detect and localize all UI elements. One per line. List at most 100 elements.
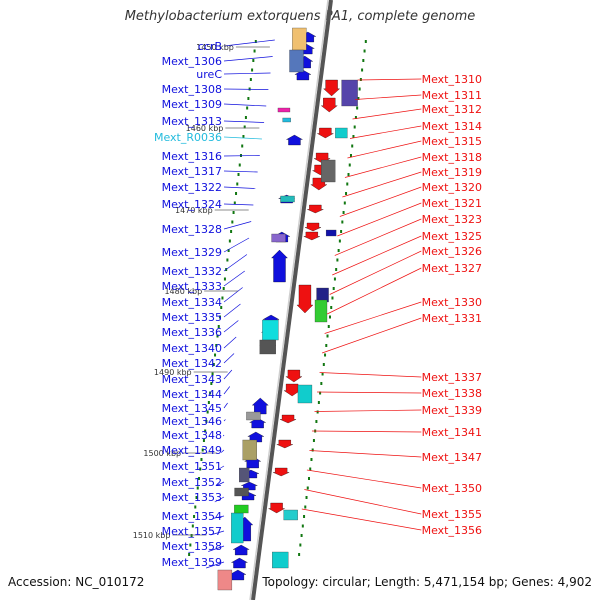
gene-arrow-forward bbox=[294, 69, 312, 81]
accession-label: Accession: NC_010172 bbox=[8, 575, 145, 589]
tick-dot bbox=[305, 496, 308, 499]
gene-block bbox=[234, 504, 249, 514]
gene-label-right: Mext_1320 bbox=[422, 181, 482, 194]
tick-dot bbox=[343, 201, 346, 205]
backbone-line bbox=[251, 0, 333, 600]
tick-dot bbox=[364, 40, 367, 43]
gene-label-right: Mext_1321 bbox=[422, 197, 482, 210]
leader-line-right bbox=[357, 78, 422, 81]
tick-dots bbox=[188, 40, 367, 556]
leader-line-left bbox=[223, 419, 226, 422]
tick-dot bbox=[220, 306, 223, 309]
gene-block bbox=[282, 117, 291, 123]
tick-dot bbox=[299, 543, 302, 547]
leader-line-left bbox=[223, 221, 252, 230]
tick-dot bbox=[226, 258, 229, 262]
leader-line-right bbox=[337, 202, 422, 237]
tick-dot bbox=[312, 439, 315, 442]
gene-label-left: Mext_1335 bbox=[162, 311, 222, 324]
gene-label-right: Mext_1338 bbox=[422, 387, 482, 400]
tick-dot bbox=[217, 325, 220, 328]
tick-dot bbox=[242, 135, 245, 138]
tick-dot bbox=[191, 524, 194, 528]
tick-dot bbox=[215, 344, 218, 347]
gene-label-right: Mext_1350 bbox=[422, 482, 482, 495]
gene-label-right: Mext_1319 bbox=[422, 166, 482, 179]
gene-label-left: Mext_1343 bbox=[162, 373, 222, 386]
leader-line-left bbox=[223, 270, 245, 287]
leader-line-left bbox=[208, 545, 225, 552]
gene-block bbox=[242, 439, 257, 461]
gene-arrow-reverse bbox=[307, 204, 324, 214]
leader-line-left bbox=[223, 402, 228, 409]
gene-label-left: Mext_1317 bbox=[162, 165, 222, 178]
tick-dot bbox=[207, 401, 210, 404]
leader-line-right bbox=[301, 508, 422, 531]
gene-label-left: Mext_1309 bbox=[162, 98, 222, 111]
tick-dot bbox=[244, 116, 247, 119]
tick-dot bbox=[241, 144, 244, 148]
gene-arrow-reverse bbox=[296, 284, 314, 314]
leader-line-left bbox=[220, 449, 225, 453]
leader-line-left bbox=[223, 303, 241, 318]
kbp-ticks: 1450 kbp 1460 kbp 1470 kbp 1480 kbp 1490 kbp… bbox=[133, 43, 270, 540]
tick-dot bbox=[322, 363, 325, 366]
leader-line-right bbox=[352, 108, 422, 120]
leader-line-left bbox=[223, 237, 250, 253]
leader-line-left bbox=[214, 496, 225, 503]
tick-dot bbox=[237, 173, 240, 176]
gene-block bbox=[341, 79, 358, 107]
gene-block bbox=[231, 512, 244, 544]
gene-block bbox=[262, 319, 279, 341]
gene-block bbox=[280, 195, 295, 203]
gene-label-right: Mext_1325 bbox=[422, 230, 482, 243]
tick-dot bbox=[326, 334, 329, 338]
gene-label-left: ureC bbox=[196, 68, 222, 81]
leader-line-right bbox=[321, 317, 422, 354]
tick-dot bbox=[243, 125, 246, 129]
gene-label-left: Mext_1348 bbox=[162, 429, 222, 442]
leader-line-left bbox=[223, 434, 225, 437]
gene-arrow-reverse bbox=[323, 79, 340, 97]
gene-label-left: Mext_1308 bbox=[162, 83, 222, 96]
tick-dot bbox=[216, 334, 219, 338]
tick-dot bbox=[328, 315, 331, 319]
kbp-tick-label: 1490 kbp bbox=[154, 368, 192, 377]
gene-arrow-reverse bbox=[273, 467, 290, 477]
tick-dot bbox=[351, 144, 354, 148]
label-leader-lines bbox=[206, 39, 422, 569]
tick-dot bbox=[211, 372, 214, 376]
gene-label-right: Mext_1326 bbox=[422, 245, 482, 258]
tick-dot bbox=[206, 410, 209, 414]
tick-dot bbox=[193, 515, 196, 518]
gene-arrow-reverse bbox=[316, 127, 334, 139]
gene-label-left: Mext_1329 bbox=[162, 246, 222, 259]
gene-arrow-reverse bbox=[285, 369, 303, 383]
gene-label-left: Mext_R0036 bbox=[154, 131, 222, 144]
gene-label-left: Mext_1316 bbox=[162, 150, 222, 163]
gene-arrow-forward bbox=[230, 557, 249, 569]
tick-dot bbox=[309, 467, 312, 471]
tick-dot bbox=[251, 68, 254, 72]
tick-dot bbox=[190, 534, 193, 537]
tick-dot bbox=[348, 163, 351, 167]
tick-dot bbox=[358, 87, 361, 91]
gene-label-left: Mext_1344 bbox=[162, 388, 222, 401]
gene-label-right: Mext_1339 bbox=[422, 404, 482, 417]
gene-arrow-forward bbox=[251, 397, 269, 415]
tick-dot bbox=[202, 439, 205, 442]
gene-label-right: Mext_1347 bbox=[422, 451, 482, 464]
tick-dot bbox=[298, 553, 301, 556]
gene-label-left: Mext_1349 bbox=[162, 444, 222, 457]
tick-dot bbox=[214, 353, 217, 357]
tick-dot bbox=[303, 515, 306, 518]
tick-dot bbox=[196, 486, 199, 490]
tick-dot bbox=[332, 287, 335, 290]
leader-line-left bbox=[206, 561, 225, 569]
gene-label-left: Mext_1351 bbox=[162, 460, 222, 473]
leader-line-right bbox=[304, 489, 422, 515]
leader-line-right bbox=[347, 140, 422, 159]
tick-dot bbox=[210, 382, 213, 385]
gene-label-left: Mext_1324 bbox=[162, 198, 222, 211]
